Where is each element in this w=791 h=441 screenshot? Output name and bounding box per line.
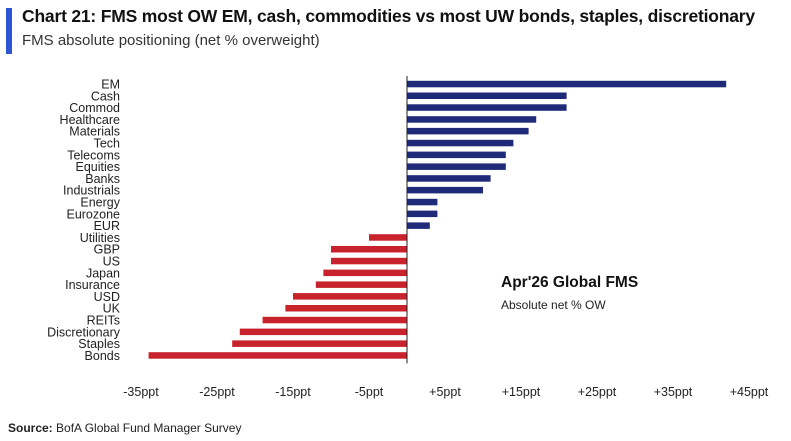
x-tick-label: -25ppt [199,385,235,399]
category-label-industrials: Industrials [63,184,120,198]
bar-staples [232,340,407,347]
category-label-eurozone: Eurozone [66,207,120,221]
x-tick-label: +5ppt [429,385,461,399]
annotation-subtitle: Absolute net % OW [501,298,606,312]
bar-industrials [407,186,483,194]
category-label-bonds: Bonds [85,349,120,363]
x-tick-label: -5ppt [355,385,384,399]
x-tick-label: +35ppt [654,385,693,399]
bar-healthcare [407,116,537,123]
source-note: Source: BofA Global Fund Manager Survey [8,421,241,435]
category-label-insurance: Insurance [65,278,120,292]
source-label: Source: [8,421,53,435]
bar-eurozone [407,210,438,218]
category-label-healthcare: Healthcare [60,113,120,127]
x-tick-label: -15ppt [275,385,311,399]
category-label-banks: Banks [85,172,120,186]
category-label-japan: Japan [86,266,120,280]
category-label-staples: Staples [78,337,120,351]
x-tick-label: +45ppt [730,385,769,399]
category-label-materials: Materials [69,125,120,139]
x-tick-label: -35ppt [123,385,159,399]
category-label-equities: Equities [76,160,120,174]
bar-gbp [331,246,407,253]
category-label-reits: REITs [87,314,120,328]
bar-energy [407,198,438,206]
category-label-commod: Commod [69,101,120,115]
bar-discretionary [239,328,407,336]
bar-japan [323,269,407,277]
category-label-utilities: Utilities [80,231,120,245]
chart-title: Chart 21: FMS most OW EM, cash, commodit… [22,6,755,26]
category-label-eur: EUR [94,219,120,233]
category-label-em: EM [101,78,120,92]
category-label-gbp: GBP [94,243,120,257]
category-label-uk: UK [103,302,121,316]
category-label-tech: Tech [94,137,120,151]
bar-us [331,257,407,265]
bar-bonds [148,352,407,359]
bar-commod [407,104,567,111]
bar-telecoms [407,151,506,159]
source-text: BofA Global Fund Manager Survey [56,421,242,435]
bar-usd [293,293,407,300]
bar-uk [285,305,407,312]
chart-subtitle: FMS absolute positioning (net % overweig… [22,32,320,49]
bar-reits [262,316,407,324]
category-label-energy: Energy [80,196,120,210]
category-label-usd: USD [94,290,120,304]
category-label-telecoms: Telecoms [67,148,120,162]
bar-utilities [369,234,407,241]
bar-em [407,80,727,88]
bar-banks [407,175,491,182]
bar-cash [407,92,567,99]
category-label-us: US [103,255,120,269]
bar-tech [407,139,514,147]
bar-eur [407,222,430,229]
annotation-title: Apr'26 Global FMS [501,274,639,291]
bar-materials [407,127,529,135]
bar-equities [407,163,506,170]
category-label-cash: Cash [91,89,120,103]
bar-insurance [315,281,407,288]
x-tick-label: +25ppt [578,385,617,399]
x-tick-label: +15ppt [502,385,541,399]
title-accent-bar [6,8,12,54]
category-label-discretionary: Discretionary [47,325,121,339]
